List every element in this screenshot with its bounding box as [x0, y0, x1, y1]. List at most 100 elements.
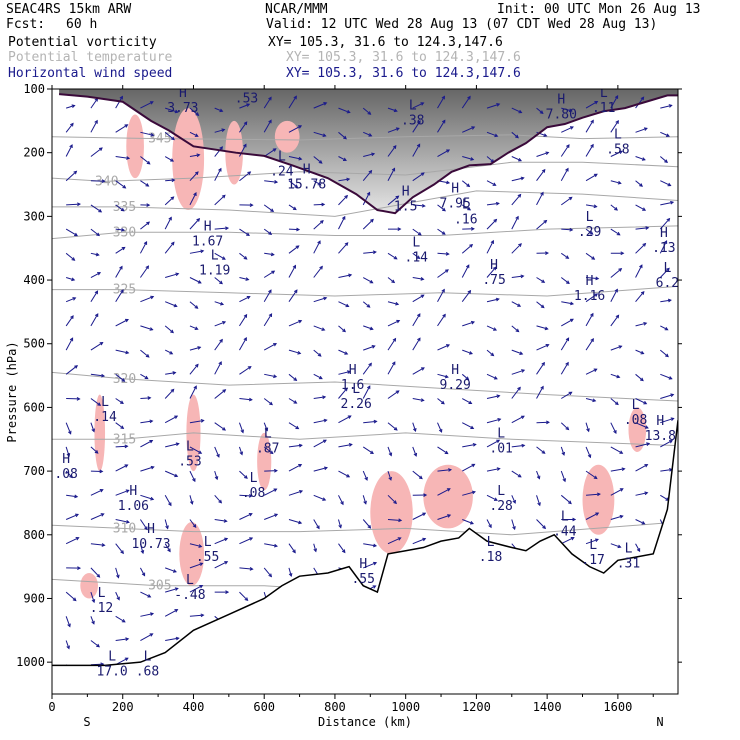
wind-vector-head	[620, 251, 625, 256]
center-letter: L	[497, 427, 505, 442]
wind-vector-head	[146, 160, 151, 165]
wind-vector-head	[593, 173, 598, 178]
wind-vector-head	[592, 398, 597, 403]
wind-vector	[461, 204, 471, 211]
wind-vector	[536, 277, 545, 283]
wind-vector	[288, 567, 292, 577]
wind-vector	[560, 422, 569, 430]
wind-vector	[115, 591, 120, 600]
wind-vector	[90, 489, 103, 496]
center-value: .58	[606, 142, 629, 157]
terrain-fill	[52, 420, 678, 694]
wind-vector-head	[101, 543, 106, 547]
wind-vector	[65, 228, 78, 237]
wind-vector	[387, 277, 395, 283]
center-value: 6.2	[656, 276, 679, 291]
wind-vector-head	[420, 172, 425, 176]
wind-vector-head	[248, 493, 253, 498]
wind-vector-head	[293, 400, 298, 404]
wind-vector-head	[145, 354, 150, 358]
wind-vector-head	[512, 526, 516, 531]
wind-vector-head	[670, 393, 675, 398]
wind-vector	[610, 468, 625, 472]
center-name: NCAR/MMM	[265, 2, 328, 17]
wind-vector	[313, 102, 327, 109]
wind-vector-head	[338, 524, 342, 529]
wind-vector-head	[91, 599, 96, 604]
wind-vector-head	[165, 525, 169, 530]
wind-vector	[140, 221, 150, 230]
wind-vector	[189, 585, 203, 593]
wind-vector	[660, 325, 668, 331]
wind-vector-head	[323, 418, 328, 423]
wind-vector-head	[445, 252, 450, 256]
wind-vector	[338, 470, 350, 478]
wind-vector-head	[640, 96, 645, 101]
wind-vector-head	[518, 109, 523, 114]
pv-region	[274, 120, 300, 153]
wind-vector	[437, 422, 443, 433]
stratospheric-pv-shading	[59, 89, 678, 214]
wind-vector	[239, 470, 248, 479]
model-name: SEAC4RS 15km ARW	[6, 2, 132, 17]
wind-vector-head	[446, 344, 451, 348]
wind-vector-head	[274, 180, 279, 184]
wind-vector-head	[298, 464, 303, 468]
wind-vector	[139, 543, 144, 554]
wind-vector	[264, 513, 278, 520]
wind-vector	[461, 244, 473, 254]
wind-vector	[437, 373, 449, 378]
wind-vector	[313, 180, 321, 186]
wind-vector-head	[593, 475, 598, 480]
wind-vector-head	[388, 476, 392, 481]
wind-vector	[610, 373, 620, 378]
wind-vector-head	[536, 475, 541, 480]
wind-vector	[239, 144, 247, 157]
wind-vector	[363, 543, 377, 547]
wind-vector-head	[444, 450, 449, 455]
wind-vector-head	[493, 497, 498, 501]
wind-vector-head	[470, 157, 475, 161]
wind-vector	[238, 446, 243, 455]
wind-vector	[462, 126, 475, 133]
wind-vector-head	[466, 183, 471, 188]
wind-vector	[511, 177, 524, 182]
wind-vector	[115, 422, 124, 429]
center-letter: L	[632, 398, 640, 413]
wind-vector-head	[543, 133, 548, 137]
wind-vector	[387, 494, 397, 504]
wind-vector-head	[540, 385, 544, 390]
wind-vector-head	[224, 561, 229, 565]
wind-vector	[462, 519, 474, 525]
wind-vector-head	[646, 442, 651, 446]
wind-vector-head	[246, 103, 251, 107]
wind-vector	[338, 301, 349, 307]
wind-vector	[288, 125, 302, 133]
wind-vector	[486, 156, 495, 163]
center-letter: H	[204, 220, 212, 235]
center-letter: L	[497, 484, 505, 499]
wind-vector-head	[199, 585, 204, 589]
wind-vector	[189, 218, 200, 230]
wind-vector	[189, 325, 198, 330]
wind-vector	[115, 398, 124, 404]
wind-vector-head	[393, 500, 398, 505]
wind-vector-head	[441, 231, 446, 235]
wind-vector-head	[299, 489, 304, 494]
wind-vector	[536, 519, 546, 529]
wind-vector-head	[288, 573, 293, 578]
center-letter: H	[303, 162, 311, 177]
wind-vector-head	[319, 265, 323, 270]
wind-vector	[387, 107, 397, 112]
wind-vector	[437, 289, 445, 302]
wind-vector-head	[467, 206, 472, 211]
wind-vector-head	[98, 208, 103, 213]
wind-vector-head	[346, 370, 352, 374]
wind-vector-head	[420, 277, 425, 281]
field-xy-wind: XY= 105.3, 31.6 to 124.3,147.6	[286, 66, 521, 81]
wind-vector	[189, 470, 196, 482]
wind-vector	[462, 463, 475, 472]
wind-vector	[437, 488, 451, 496]
wind-vector	[115, 246, 125, 254]
wind-vector-head	[589, 231, 594, 235]
